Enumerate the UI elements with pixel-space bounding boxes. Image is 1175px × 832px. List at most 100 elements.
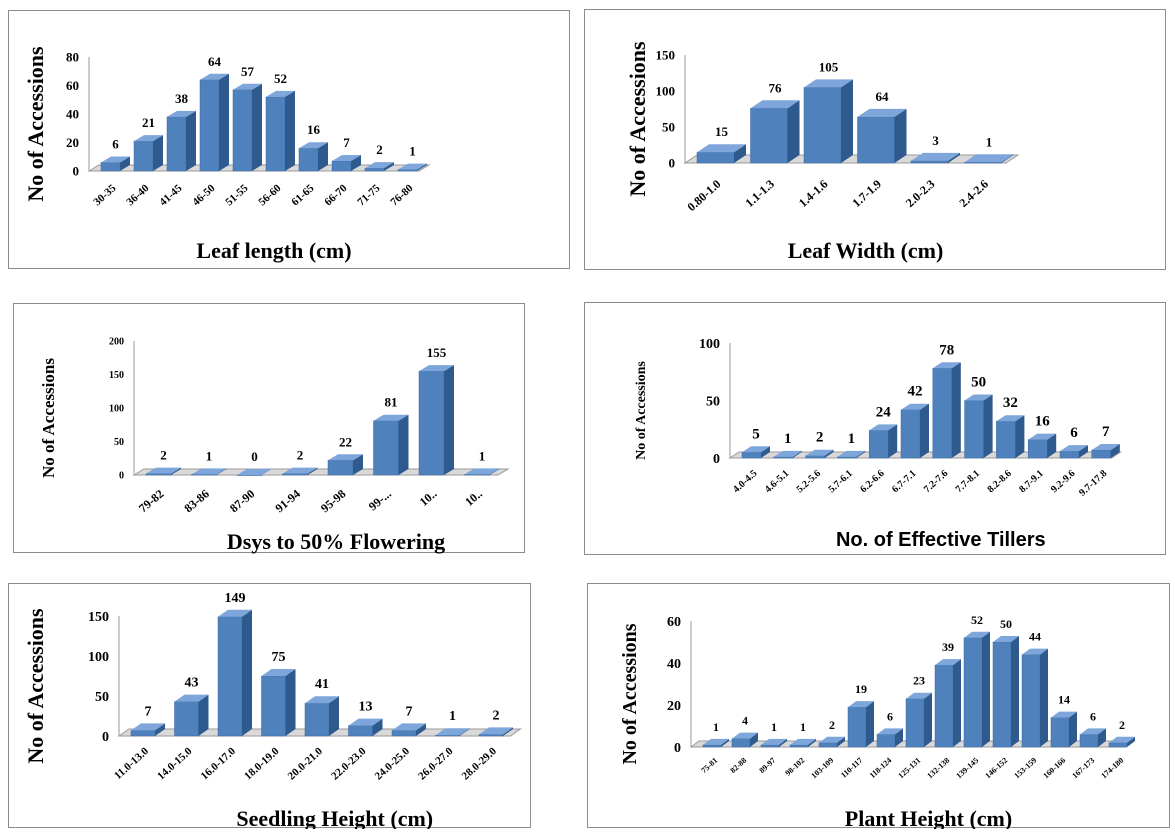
bar: [418, 365, 454, 476]
category-label: 99-...: [366, 487, 394, 514]
data-label: 52: [971, 613, 983, 627]
bar-top: [373, 414, 409, 421]
bar: [741, 446, 770, 459]
bar-front: [963, 637, 983, 748]
bar: [261, 669, 296, 737]
y-tick-label: 150: [88, 610, 109, 625]
y-tick-label: 50: [95, 690, 109, 705]
bar-side: [920, 403, 929, 458]
bar: [435, 728, 470, 737]
y-tick-label: 50: [114, 437, 124, 448]
bar-side: [1047, 433, 1057, 458]
bar-front: [803, 87, 842, 164]
category-label: 10..: [462, 487, 485, 509]
data-label: 21: [142, 115, 155, 130]
data-label: 6: [1070, 425, 1078, 441]
data-label: 16: [1035, 414, 1051, 430]
bar-front: [298, 147, 319, 172]
bar-top: [1109, 736, 1135, 743]
bar: [868, 424, 898, 459]
bar-side: [856, 450, 866, 458]
bar: [364, 162, 394, 172]
data-label: 1: [800, 720, 806, 734]
bar: [217, 609, 252, 737]
bar-top: [993, 636, 1019, 642]
bar-front: [1050, 717, 1070, 748]
bar-side: [894, 108, 907, 163]
bar-front: [857, 116, 895, 164]
bar-front: [818, 742, 838, 748]
bar: [992, 636, 1019, 748]
y-tick-label: 20: [66, 135, 79, 150]
bar-side: [242, 609, 252, 736]
data-label: 78: [939, 342, 954, 358]
data-label: 2: [376, 142, 383, 157]
bar-top: [742, 446, 770, 453]
bar: [910, 152, 960, 164]
bar-top: [819, 736, 845, 743]
bar: [932, 362, 961, 459]
data-label: 4: [742, 714, 748, 728]
data-label: 7: [145, 704, 152, 719]
bar: [166, 110, 196, 172]
y-tick-label: 50: [706, 394, 720, 409]
bar-side: [353, 454, 363, 475]
bar: [750, 100, 800, 164]
bar: [1027, 433, 1057, 459]
category-label: 83-86: [181, 487, 211, 516]
bar-side: [953, 659, 961, 747]
data-label: 41: [315, 677, 329, 692]
bar-top: [773, 450, 802, 457]
y-tick-label: 0: [674, 741, 681, 756]
category-label: 36-40: [124, 182, 151, 208]
bar-front: [702, 744, 722, 748]
bar-front: [773, 456, 794, 459]
bar-side: [982, 631, 990, 747]
data-label: 57: [241, 64, 255, 79]
bar-side: [153, 135, 163, 171]
bar-side: [285, 669, 296, 736]
bar-side: [329, 696, 339, 736]
bar-top: [750, 100, 800, 109]
bar-front: [900, 409, 921, 459]
bar-front: [133, 140, 154, 172]
category-label: 16.0-17.0: [199, 745, 239, 782]
category-label: 103-109: [809, 756, 835, 781]
bar-front: [992, 641, 1012, 748]
bar-top: [804, 79, 853, 88]
bar: [327, 454, 363, 476]
bar: [805, 449, 834, 459]
bar-side: [787, 100, 800, 163]
y-tick-label: 40: [667, 657, 681, 672]
bar-side: [307, 467, 318, 475]
data-label: 44: [1029, 630, 1041, 644]
category-label: 61-65: [289, 182, 316, 208]
bar-top: [419, 365, 454, 372]
data-label: 3: [932, 133, 939, 148]
data-label: 2: [297, 448, 304, 463]
category-label: 139-145: [954, 756, 980, 781]
bar-top: [131, 723, 165, 731]
x-axis-label: Dsys to 50% Flowering: [227, 529, 445, 554]
bar-side: [983, 394, 993, 458]
bar-top: [1028, 433, 1057, 440]
bar-top: [134, 135, 163, 142]
data-label: 7: [1102, 424, 1110, 440]
category-label: 41-45: [157, 182, 184, 208]
y-axis-label: No of Accessions: [23, 608, 48, 764]
y-tick-label: 100: [88, 650, 109, 665]
bar-top: [761, 738, 787, 745]
bar-front: [847, 706, 867, 748]
category-label: 46-50: [190, 182, 217, 208]
category-label: 4.0-4.5: [731, 468, 759, 495]
bar-side: [398, 414, 409, 475]
bar: [1059, 445, 1088, 459]
bar-top: [146, 467, 181, 474]
bar-top: [805, 449, 834, 456]
bar-top: [200, 73, 229, 80]
y-axis-label: No of Accessions: [39, 358, 58, 478]
y-tick-label: 50: [662, 120, 675, 135]
bar-top: [348, 718, 383, 726]
chart-panel-effective-tillers: 0 50 100 No of Accessions 5 4.0-4.5 1 4.6-5.1 2 5…: [584, 302, 1166, 555]
bar-side: [1015, 415, 1025, 458]
